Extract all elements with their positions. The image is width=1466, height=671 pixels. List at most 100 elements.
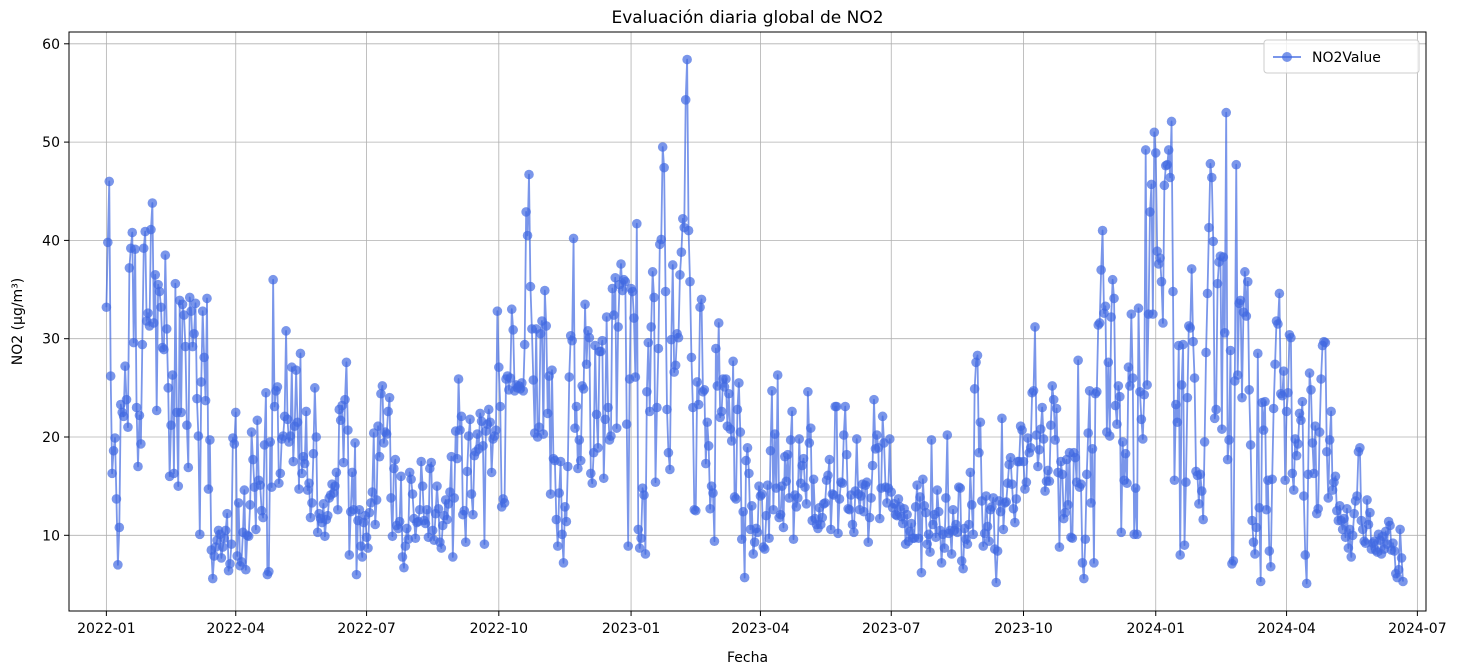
- data-point: [427, 525, 438, 536]
- data-point: [1189, 373, 1200, 383]
- data-point: [1050, 435, 1060, 445]
- data-point: [472, 429, 483, 439]
- data-point: [869, 394, 879, 405]
- x-axis-label: Fecha: [727, 650, 768, 666]
- data-point: [340, 394, 350, 405]
- data-point: [456, 411, 467, 422]
- data-point: [666, 334, 677, 345]
- data-point: [1185, 323, 1196, 333]
- data-point: [998, 524, 1009, 535]
- data-point: [1109, 293, 1119, 304]
- data-point: [341, 357, 352, 368]
- data-point: [1089, 558, 1099, 568]
- data-point: [1306, 385, 1316, 395]
- data-point: [765, 445, 776, 456]
- data-point: [203, 484, 214, 494]
- data-point: [416, 456, 426, 467]
- data-point: [1063, 500, 1073, 510]
- data-point: [918, 474, 928, 485]
- data-point: [1110, 400, 1121, 411]
- data-point: [1260, 396, 1270, 407]
- data-point: [925, 547, 935, 557]
- data-point: [833, 528, 843, 539]
- data-point: [381, 429, 392, 439]
- data-point: [184, 292, 195, 303]
- data-point: [1212, 278, 1223, 289]
- data-point: [1240, 267, 1250, 277]
- data-point: [574, 435, 585, 445]
- data-point: [606, 431, 616, 441]
- data-point: [449, 493, 460, 503]
- data-point: [636, 533, 646, 544]
- data-point: [1140, 145, 1151, 155]
- data-point: [663, 447, 674, 458]
- data-point: [363, 543, 373, 553]
- data-point: [593, 443, 603, 453]
- data-point: [1242, 276, 1253, 287]
- data-point: [1218, 252, 1229, 262]
- data-point: [383, 406, 393, 417]
- data-point: [897, 518, 908, 529]
- data-point: [613, 322, 623, 332]
- data-point: [183, 462, 194, 473]
- data-point: [1225, 345, 1236, 356]
- data-point: [1196, 486, 1207, 496]
- data-point: [436, 543, 447, 553]
- data-point: [742, 443, 753, 453]
- y-tick-label: 30: [42, 332, 60, 348]
- data-point: [642, 386, 652, 397]
- data-point: [1255, 576, 1266, 587]
- data-point: [197, 306, 208, 316]
- data-point: [121, 394, 132, 405]
- data-point: [851, 434, 862, 444]
- data-point: [432, 481, 442, 491]
- data-point: [414, 504, 425, 515]
- data-point: [749, 537, 760, 547]
- data-point: [570, 423, 580, 433]
- data-point: [264, 566, 274, 577]
- data-point: [653, 343, 664, 354]
- data-point: [968, 529, 978, 540]
- data-point: [1280, 475, 1290, 486]
- data-point: [834, 494, 845, 504]
- data-point: [933, 506, 944, 517]
- data-point: [422, 504, 432, 515]
- data-point: [997, 413, 1007, 424]
- data-point: [575, 455, 586, 466]
- data-point: [167, 370, 178, 380]
- data-point: [632, 218, 642, 229]
- data-point: [200, 395, 211, 406]
- data-point: [407, 489, 418, 499]
- data-point: [220, 525, 231, 536]
- data-point: [1395, 524, 1405, 535]
- data-point: [955, 483, 966, 493]
- data-point: [621, 419, 632, 430]
- data-point: [495, 401, 506, 412]
- data-point: [448, 552, 458, 562]
- data-point: [173, 481, 184, 491]
- x-tick-label: 2022-01: [77, 621, 136, 637]
- data-point: [785, 435, 796, 445]
- data-point: [761, 510, 771, 521]
- data-point: [948, 504, 958, 515]
- data-point: [1205, 158, 1216, 169]
- data-point: [1126, 309, 1137, 319]
- data-point: [110, 433, 120, 443]
- data-point: [1385, 520, 1395, 531]
- data-point: [965, 467, 976, 478]
- data-point: [1133, 303, 1144, 314]
- data-point: [361, 532, 372, 543]
- data-point: [781, 476, 792, 487]
- data-point: [991, 577, 1001, 588]
- data-point: [113, 560, 123, 570]
- data-point: [1150, 148, 1161, 158]
- data-point: [741, 455, 751, 466]
- data-point: [946, 549, 957, 559]
- data-point: [297, 468, 307, 479]
- data-point: [920, 507, 931, 518]
- data-point: [964, 519, 974, 530]
- x-tick-label: 2024-01: [1127, 621, 1186, 637]
- data-point: [725, 424, 736, 434]
- data-point: [1086, 498, 1096, 508]
